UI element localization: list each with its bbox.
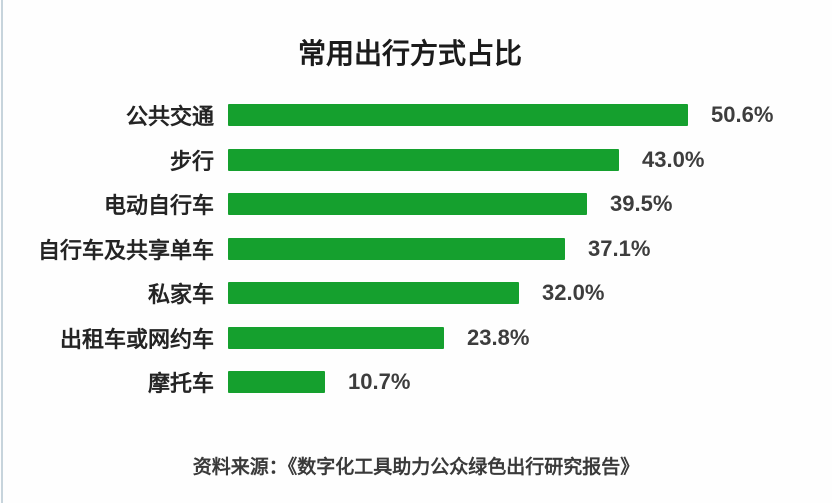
- chart-row: 出租车或网约车 23.8%: [0, 316, 832, 361]
- chart-row: 步行 43.0%: [0, 138, 832, 183]
- value-label: 10.7%: [348, 369, 411, 395]
- value-label: 39.5%: [610, 191, 673, 217]
- value-label: 50.6%: [711, 102, 774, 128]
- bar: [228, 371, 325, 394]
- category-label: 出租车或网约车: [59, 326, 214, 352]
- bar-chart: 公共交通 50.6% 步行 43.0% 电动自行车 39.5% 自行车及共享单车 37.1% 私…: [0, 93, 832, 405]
- bar: [228, 282, 519, 305]
- bar: [228, 104, 688, 127]
- value-label: 32.0%: [542, 280, 605, 306]
- chart-row: 电动自行车 39.5%: [0, 182, 832, 227]
- left-edge-line: [1, 0, 3, 503]
- chart-row: 公共交通 50.6%: [0, 93, 832, 138]
- category-label: 私家车: [147, 282, 214, 308]
- category-label: 摩托车: [147, 371, 214, 397]
- bar: [228, 148, 619, 171]
- value-label: 37.1%: [588, 235, 651, 261]
- chart-row: 私家车 32.0%: [0, 271, 832, 316]
- value-label: 43.0%: [642, 146, 705, 172]
- bar: [228, 237, 565, 260]
- bar: [228, 326, 444, 349]
- chart-title: 常用出行方式占比: [297, 38, 522, 69]
- chart-row: 摩托车 10.7%: [0, 360, 832, 405]
- value-label: 23.8%: [467, 324, 530, 350]
- category-label: 电动自行车: [103, 193, 214, 219]
- category-label: 自行车及共享单车: [37, 237, 214, 263]
- bar: [228, 193, 587, 216]
- chart-row: 自行车及共享单车 37.1%: [0, 227, 832, 272]
- source-caption: 资料来源：《数字化工具助力公众绿色出行研究报告》: [192, 457, 640, 478]
- category-label: 公共交通: [125, 104, 214, 130]
- category-label: 步行: [169, 148, 214, 174]
